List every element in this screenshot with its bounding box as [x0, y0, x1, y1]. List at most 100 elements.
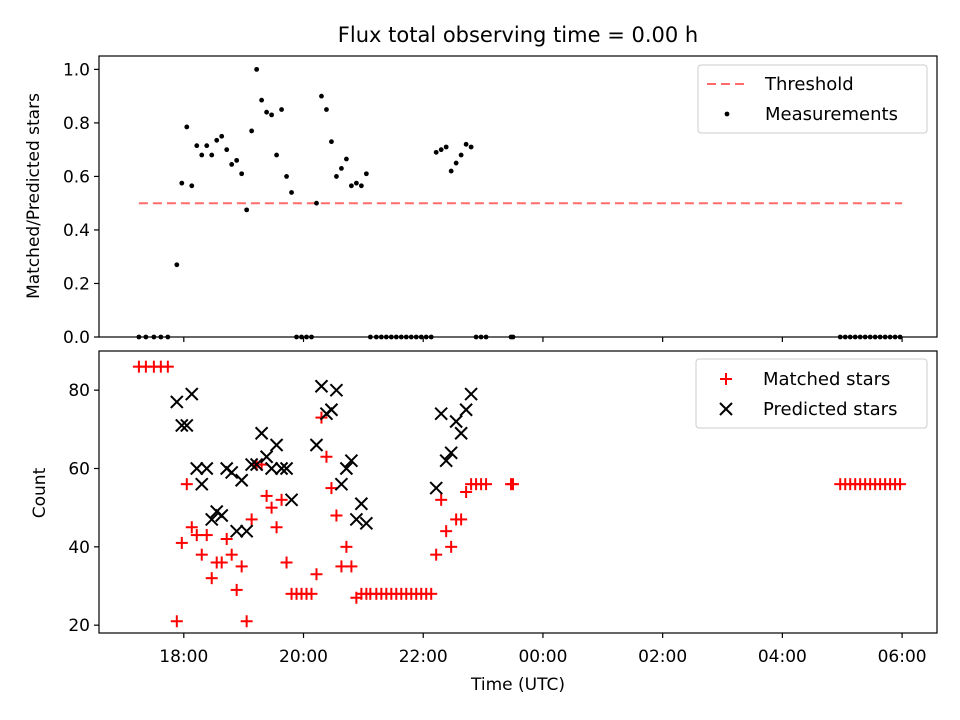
x-tick-label: 02:00	[638, 647, 687, 667]
measurement-point	[229, 161, 235, 167]
predicted-point	[449, 414, 463, 429]
matched-point	[220, 533, 233, 545]
measurement-point	[209, 152, 215, 158]
measurement-point	[214, 137, 220, 143]
predicted-point	[444, 446, 458, 460]
measurement-point	[319, 93, 324, 99]
matched-point	[507, 478, 520, 491]
measurement-point	[438, 147, 444, 153]
predicted-point	[344, 453, 359, 468]
measurement-point	[443, 144, 449, 150]
legend-predicted-label: Predicted stars	[763, 399, 897, 420]
x-tick-label: 04:00	[758, 647, 807, 667]
predicted-point	[200, 461, 214, 476]
top-y-label: Matched/Predicted stars	[24, 93, 44, 299]
predicted-point	[224, 465, 239, 480]
matched-point	[260, 489, 273, 502]
matched-point	[440, 525, 453, 538]
matched-point	[330, 509, 343, 522]
predicted-point	[229, 524, 244, 538]
measurement-point	[324, 107, 329, 112]
measurement-point	[458, 152, 464, 158]
measurement-point	[254, 66, 260, 72]
matched-point	[894, 478, 907, 491]
matched-point	[245, 513, 258, 526]
predicted-point	[434, 406, 448, 421]
measurement-point	[179, 180, 185, 186]
predicted-point	[185, 387, 199, 401]
top-x-ticks	[183, 337, 903, 342]
measurement-point	[284, 174, 289, 179]
matched-point	[455, 513, 468, 526]
matched-point	[345, 560, 358, 573]
legend-predicted-swatch	[719, 402, 733, 416]
predicted-point	[259, 450, 274, 464]
predicted-point	[244, 457, 259, 472]
measurement-point	[363, 171, 369, 177]
matched-point	[480, 478, 493, 491]
bottom-legend: Matched stars Predicted stars	[695, 358, 928, 429]
matched-point	[240, 615, 253, 628]
matched-point	[270, 521, 283, 534]
y-tick-label: 0.8	[63, 114, 90, 134]
matched-point	[161, 360, 174, 373]
measurement-point	[189, 183, 195, 189]
y-tick-label: 0.0	[63, 328, 90, 348]
predicted-point	[464, 387, 478, 401]
predicted-point	[349, 512, 364, 527]
matched-point	[280, 556, 293, 569]
measurement-point	[259, 97, 265, 103]
predicted-point	[254, 426, 269, 440]
matched-point	[195, 548, 208, 561]
x-tick-label: 18:00	[159, 647, 208, 667]
measurement-point	[353, 180, 359, 186]
measurement-point	[334, 174, 339, 179]
matched-point	[305, 587, 318, 600]
chart-title: Flux total observing time = 0.00 h	[338, 23, 698, 47]
predicted-point	[334, 477, 349, 491]
predicted-point	[459, 403, 473, 417]
predicted-point	[284, 493, 299, 507]
predicted-point	[279, 461, 294, 476]
predicted-point	[269, 438, 284, 452]
measurement-point	[279, 107, 284, 112]
y-tick-label: 20	[68, 616, 90, 636]
y-tick-label: 0.4	[63, 221, 90, 241]
predicted-point	[249, 457, 264, 472]
measurement-point	[344, 156, 349, 162]
matched-point	[180, 478, 193, 491]
y-tick-label: 0.2	[63, 274, 90, 294]
measurement-point	[249, 128, 255, 134]
matched-point	[425, 587, 438, 600]
matched-point	[215, 556, 228, 569]
legend-measurement-swatch	[724, 111, 730, 117]
x-axis-label: Time (UTC)	[470, 675, 565, 695]
measurement-point	[224, 147, 230, 153]
bottom-x-axis: 18:00 20:00 22:00 00:00 02:00 04:00 06:00	[159, 633, 927, 667]
predicted-point	[324, 403, 339, 417]
measurement-point	[269, 112, 274, 118]
matched-point	[430, 548, 443, 561]
matched-point	[265, 501, 278, 514]
predicted-point	[215, 508, 229, 523]
predicted-point	[359, 516, 374, 531]
top-plot-frame	[98, 55, 938, 338]
measurement-point	[453, 160, 459, 166]
matched-point	[435, 493, 448, 506]
top-panel: 0.0 0.2 0.4 0.6 0.8 1.0 Matched/Predicted sta…	[24, 55, 938, 348]
top-y-axis: 0.0 0.2 0.4 0.6 0.8 1.0	[63, 60, 99, 348]
bottom-panel: 20 40 60 80 18:00 20:00 22:00 00:00 02:00 04:00 0…	[30, 350, 938, 695]
measurement-point	[199, 152, 205, 158]
y-tick-label: 0.6	[63, 167, 90, 187]
legend-measurement-label: Measurements	[765, 104, 898, 125]
predicted-point	[195, 477, 209, 491]
y-tick-label: 60	[68, 460, 90, 480]
matched-point	[170, 615, 183, 628]
measurement-point	[239, 171, 245, 177]
matched-point	[275, 493, 288, 506]
measurement-point	[174, 262, 180, 268]
predicted-point	[264, 461, 279, 476]
measurement-point	[348, 183, 354, 189]
matched-point	[185, 521, 198, 534]
